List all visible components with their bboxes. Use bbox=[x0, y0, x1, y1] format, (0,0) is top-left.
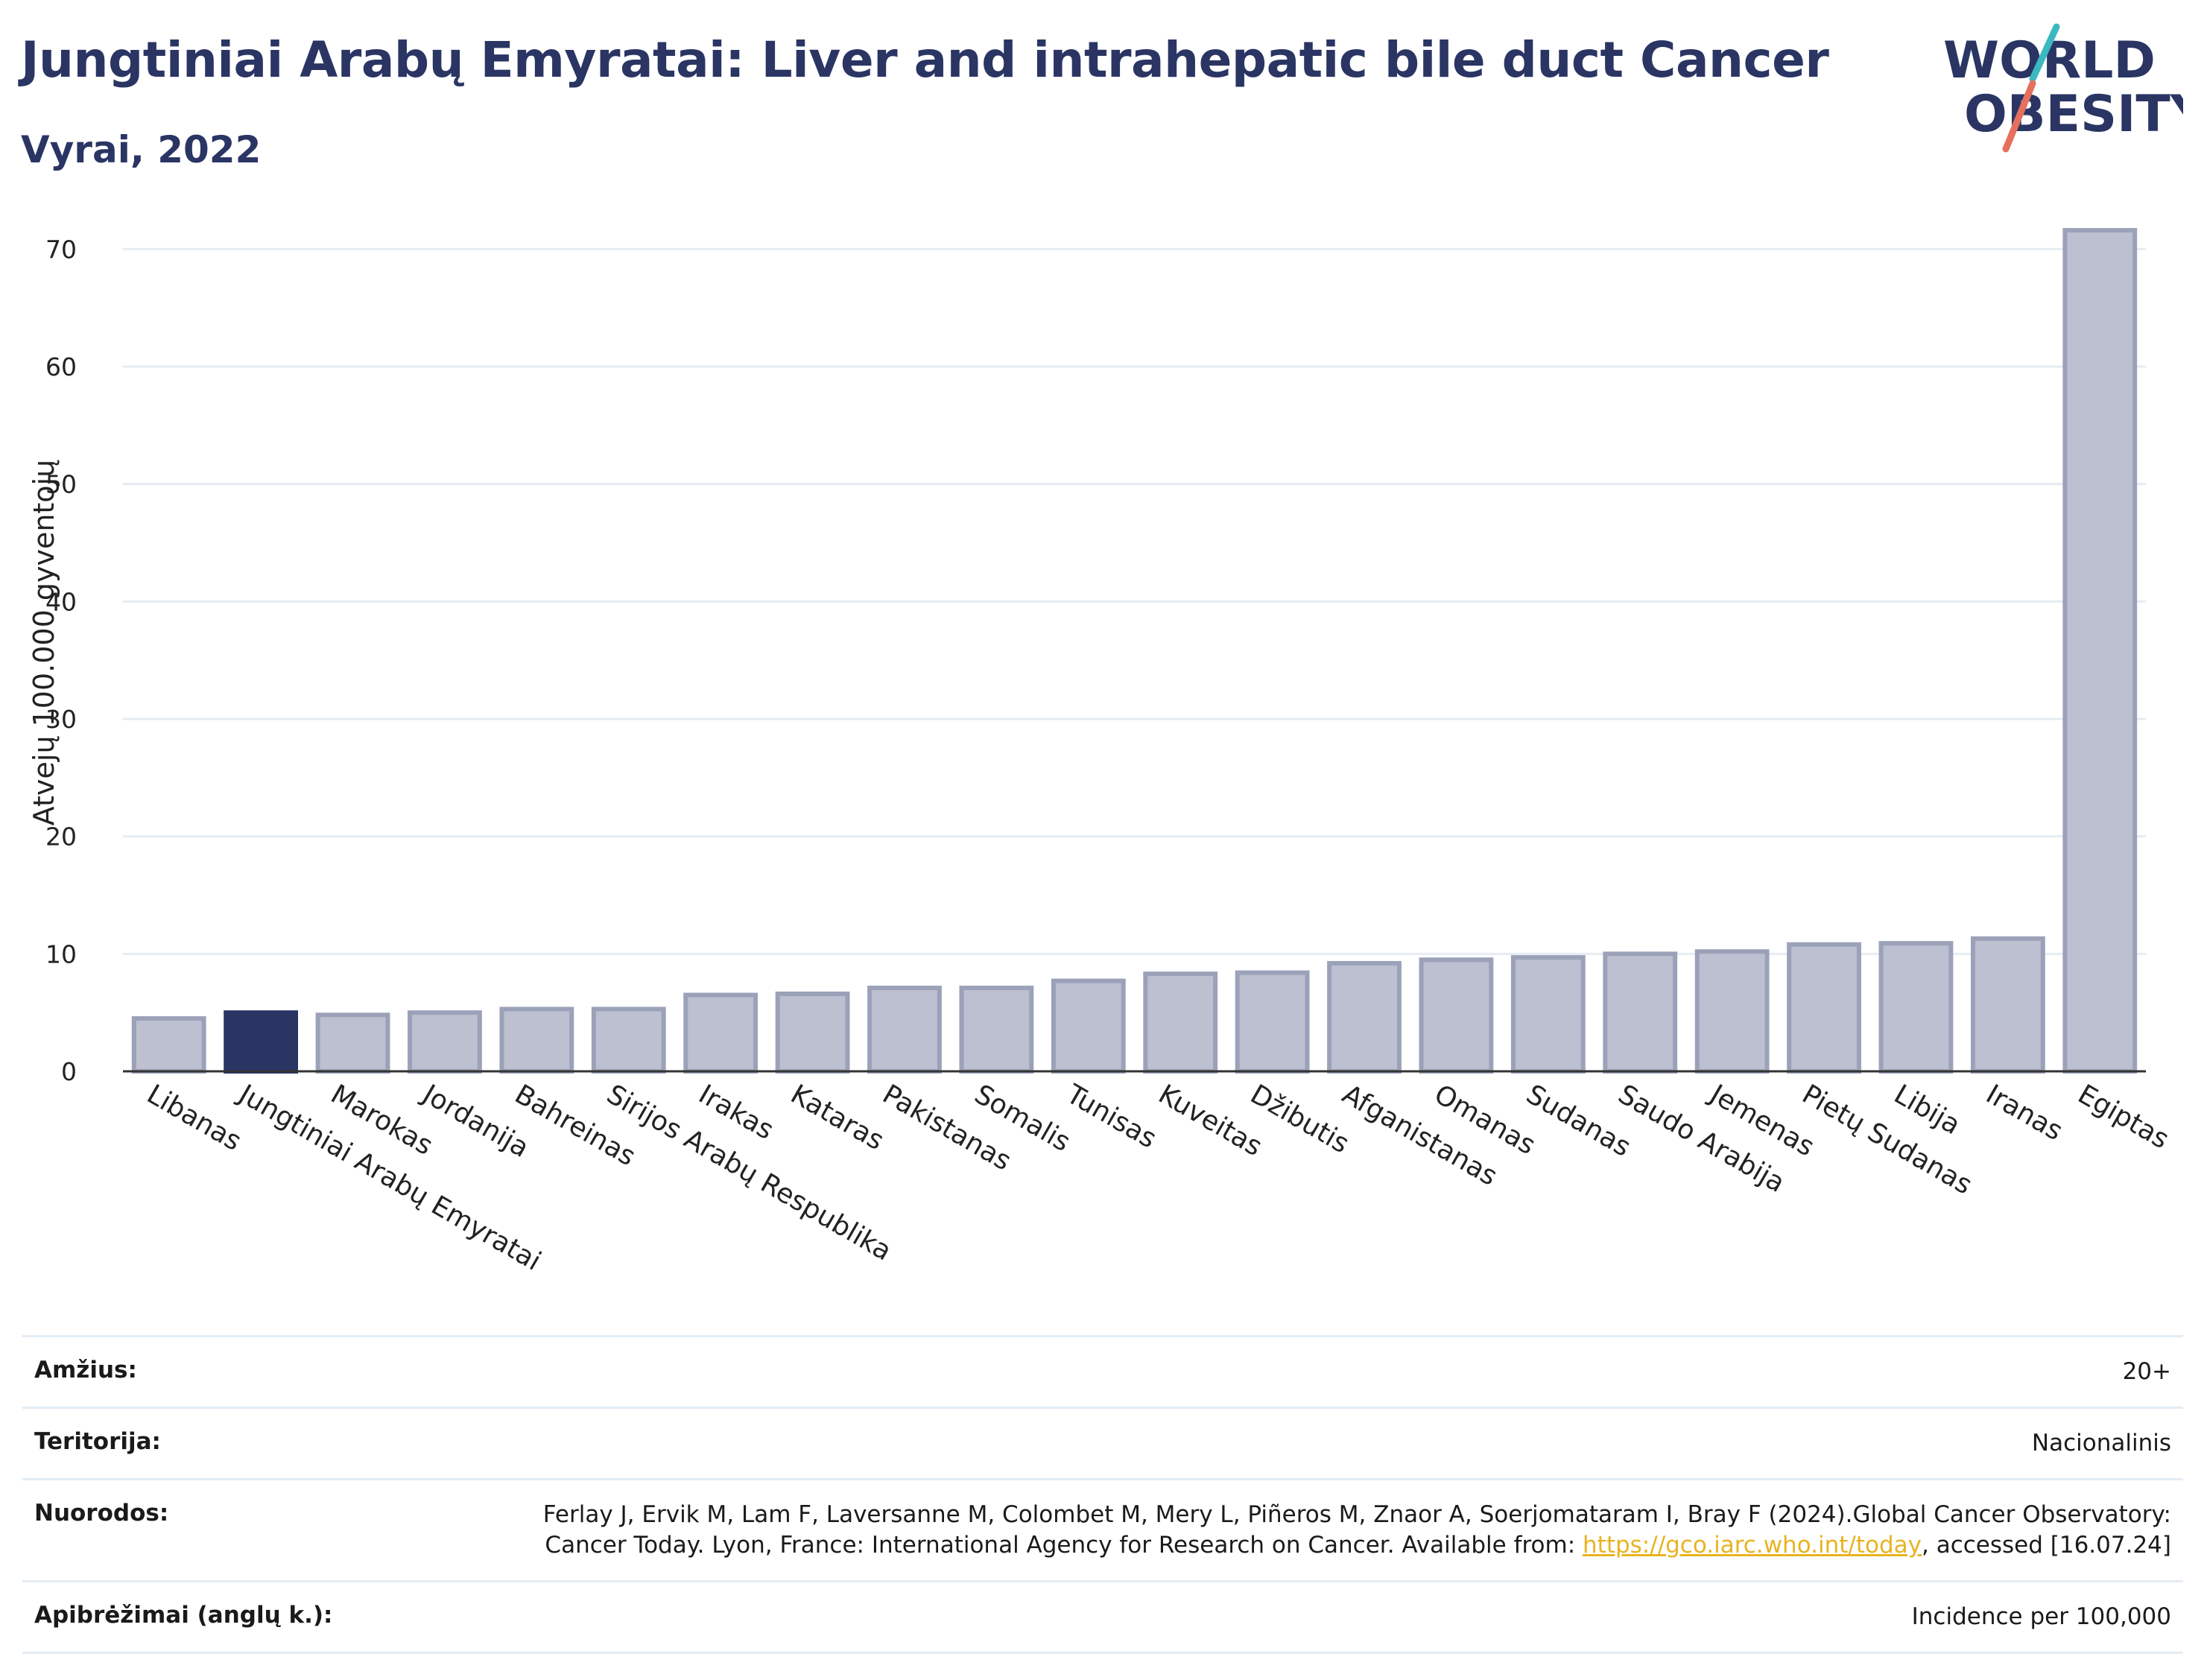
y-tick-label: 60 bbox=[45, 352, 77, 381]
bar-15 bbox=[1510, 955, 1586, 1074]
bar-9 bbox=[959, 986, 1034, 1074]
y-tick-label: 20 bbox=[45, 822, 77, 852]
y-tick-label: 30 bbox=[45, 705, 77, 734]
logo-slash-coral bbox=[2002, 80, 2036, 153]
bar-4 bbox=[499, 1007, 574, 1074]
y-axis-ticks: 0 10 20 30 40 50 60 70 bbox=[45, 235, 77, 1086]
y-tick-label: 70 bbox=[45, 235, 77, 264]
bar-10 bbox=[1051, 978, 1126, 1074]
x-tick-label: Kuveitas bbox=[1153, 1079, 1267, 1162]
info-row-references: Nuorodos: Ferlay J, Ervik M, Lam F, Lave… bbox=[22, 1478, 2183, 1580]
info-row-age: Amžius: 20+ bbox=[22, 1335, 2183, 1407]
grid-lines bbox=[123, 247, 2146, 955]
x-tick-label: Tunisas bbox=[1060, 1079, 1161, 1155]
logo-text-obesity: OBESITY bbox=[1964, 85, 2183, 144]
x-tick-label: Egiptas bbox=[2073, 1079, 2174, 1155]
bar-13 bbox=[1327, 960, 1402, 1074]
reference-text: Ferlay J, Ervik M, Lam F, Laversanne M, … bbox=[542, 1501, 2171, 1559]
info-row-territory: Teritorija: Nacionalinis bbox=[22, 1407, 2183, 1478]
x-tick-label: Jordanija bbox=[417, 1078, 534, 1164]
bar-8 bbox=[867, 986, 942, 1074]
x-tick-label: Libanas bbox=[142, 1079, 247, 1157]
info-row-definitions: Apibrėžimai (anglų k.): Incidence per 10… bbox=[22, 1580, 2183, 1654]
bar-17 bbox=[1694, 949, 1770, 1074]
info-label-references: Nuorodos: bbox=[34, 1500, 169, 1527]
info-value-definitions: Incidence per 100,000 bbox=[1911, 1603, 2171, 1630]
info-value-territory: Nacionalinis bbox=[2031, 1430, 2171, 1456]
bar-21 bbox=[2062, 228, 2138, 1074]
info-label-definitions: Apibrėžimai (anglų k.): bbox=[34, 1602, 333, 1629]
bar-12 bbox=[1235, 970, 1310, 1074]
info-value-references: Ferlay J, Ervik M, Lam F, Laversanne M, … bbox=[22, 1480, 2183, 1580]
bar-6 bbox=[683, 992, 759, 1074]
y-axis-label: Atvejų 100.000 gyventojų bbox=[28, 460, 60, 825]
world-obesity-logo: WORLD OBESITY bbox=[1943, 23, 2183, 153]
chart-subtitle: Vyrai, 2022 bbox=[21, 128, 262, 171]
bar-1 bbox=[224, 1010, 299, 1074]
bar-14 bbox=[1419, 957, 1494, 1074]
x-tick-label: Sudanas bbox=[1521, 1079, 1635, 1163]
bar-5 bbox=[591, 1007, 666, 1074]
bar-2 bbox=[315, 1012, 390, 1074]
info-label-territory: Teritorija: bbox=[34, 1428, 161, 1455]
bar-11 bbox=[1143, 971, 1218, 1074]
y-tick-label: 10 bbox=[45, 939, 77, 969]
x-tick-label: Iranas bbox=[1980, 1079, 2068, 1147]
chart-title: Jungtiniai Arabų Emyratai: Liver and int… bbox=[21, 31, 1829, 89]
x-tick-label: Afganistanas bbox=[1337, 1079, 1503, 1192]
bar-3 bbox=[408, 1010, 482, 1074]
logo-slash-teal bbox=[2029, 23, 2060, 83]
bar-20 bbox=[1970, 936, 2045, 1074]
info-table: Amžius: 20+ Teritorija: Nacionalinis Nuo… bbox=[22, 1335, 2183, 1654]
bar-19 bbox=[1878, 941, 1954, 1074]
bar-16 bbox=[1603, 951, 1678, 1074]
reference-link[interactable]: https://gco.iarc.who.int/today bbox=[1583, 1532, 1922, 1559]
info-value-age: 20+ bbox=[2122, 1358, 2171, 1385]
reference-accessed: , accessed [16.07.24] bbox=[1921, 1532, 2171, 1559]
x-tick-label: Kataras bbox=[785, 1079, 889, 1156]
y-tick-label: 40 bbox=[45, 587, 77, 616]
x-tick-label: Džibutis bbox=[1245, 1079, 1354, 1159]
bar-7 bbox=[775, 991, 850, 1074]
y-tick-label: 0 bbox=[61, 1057, 77, 1086]
bar-0 bbox=[131, 1016, 206, 1074]
bar-18 bbox=[1787, 942, 1861, 1074]
y-tick-label: 50 bbox=[45, 470, 77, 499]
bars bbox=[131, 228, 2138, 1074]
info-label-age: Amžius: bbox=[34, 1357, 137, 1383]
